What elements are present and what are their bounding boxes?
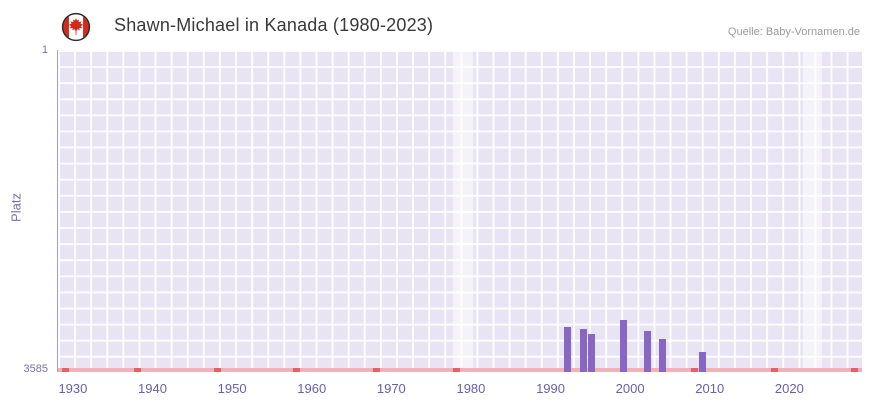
y-tick-max: 1 xyxy=(41,44,48,56)
x-tick-1970: 1970 xyxy=(376,381,406,396)
x-tick-2020: 2020 xyxy=(774,381,804,396)
baseline-marker-1968 xyxy=(372,368,380,372)
x-tick-1960: 1960 xyxy=(297,381,327,396)
rank-bar-2004[interactable] xyxy=(659,339,667,372)
x-tick-1940: 1940 xyxy=(138,381,167,396)
y-tick-min: 3585 xyxy=(23,363,48,375)
rank-bar-2009[interactable] xyxy=(699,351,707,372)
y-axis-title: Platz xyxy=(8,193,24,222)
rank-bar-1995[interactable] xyxy=(587,333,595,372)
plot-area[interactable] xyxy=(57,50,862,372)
rank-bar-1992[interactable] xyxy=(563,326,571,372)
baseline-unranked-line xyxy=(58,368,862,372)
x-tick-2000: 2000 xyxy=(615,381,645,396)
x-axis-labels: 1930 1940 1950 1960 1970 1980 1990 2000 2010 2020 xyxy=(57,381,862,399)
source-label: Quelle: Baby-Vornamen.de xyxy=(727,26,860,38)
baseline-marker-2028 xyxy=(850,368,858,372)
rank-bar-1994[interactable] xyxy=(579,329,587,372)
chart-title: Shawn-Michael in Kanada (1980-2023) xyxy=(114,15,434,35)
x-tick-1990: 1990 xyxy=(536,381,565,396)
highlight-band-1 xyxy=(803,50,823,372)
x-tick-1980: 1980 xyxy=(456,381,486,396)
x-tick-1950: 1950 xyxy=(217,381,247,396)
baseline-marker-1938 xyxy=(134,368,142,372)
rank-bar-2002[interactable] xyxy=(643,331,651,372)
baseline-marker-2008 xyxy=(691,368,699,372)
baseline-marker-2018 xyxy=(770,368,778,372)
x-tick-1930: 1930 xyxy=(58,381,88,396)
baseline-marker-1948 xyxy=(213,368,221,372)
canada-flag-icon xyxy=(61,12,91,42)
rank-bar-1999[interactable] xyxy=(619,320,627,372)
baseline-marker-1958 xyxy=(293,368,301,372)
baseline-marker-1929 xyxy=(62,368,70,372)
baseline-marker-1978 xyxy=(452,368,460,372)
highlight-band-0 xyxy=(452,50,473,372)
x-tick-2010: 2010 xyxy=(695,381,725,396)
